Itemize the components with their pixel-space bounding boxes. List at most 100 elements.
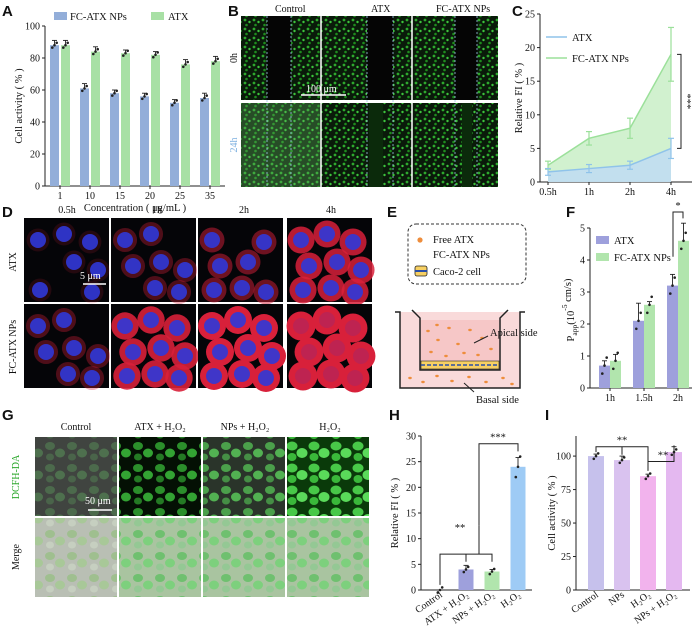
panel-h-point — [464, 568, 468, 571]
panel-i-point — [674, 448, 678, 451]
panel-d-nucleus — [30, 232, 46, 248]
panel-f-bar — [644, 304, 655, 388]
panel-h-point — [518, 455, 522, 458]
panel-a-point — [113, 91, 116, 95]
panel-c-line — [547, 147, 672, 173]
panel-g-merge-nps — [203, 518, 285, 597]
panel-d-nucleus — [117, 318, 133, 334]
panel-h-point — [462, 570, 466, 574]
panel-i-y-tick-label: 75 — [561, 485, 571, 496]
panel-f-bar — [610, 360, 621, 388]
panel-e-particle — [462, 351, 466, 355]
panel-a-y-tick-label: 20 — [30, 150, 40, 161]
panel-f-significance-bracket — [672, 211, 684, 257]
panel-a-bar — [140, 96, 149, 186]
panel-e-particle — [436, 338, 440, 342]
panel-a-point — [115, 89, 118, 93]
panel-d-nucleus — [32, 282, 48, 298]
panel-d-nucleus — [90, 348, 106, 364]
panel-d-nucleus — [258, 284, 274, 300]
panel-f-point — [671, 284, 674, 287]
panel-b-col-atx: ATX — [371, 4, 391, 15]
panel-c-y-tick-label: 20 — [525, 43, 535, 54]
panel-a-bar — [200, 98, 209, 186]
panel-a: A 0 20 40 60 80 100 1 10 15 20 25 35 Concentration (… — [2, 3, 225, 214]
panel-d-nucleus — [56, 226, 72, 242]
panel-h-bracket-high — [478, 443, 519, 526]
panel-c-x-tick-label: 1h — [584, 187, 594, 198]
panel-b-control-24h-overlay — [241, 103, 321, 187]
panel-b-row-label-24h: 24h — [229, 138, 240, 153]
panel-d-nucleus — [347, 370, 363, 386]
panel-d-nucleus — [240, 340, 256, 356]
panel-d-cell — [338, 313, 368, 343]
panel-a-bar — [110, 93, 119, 186]
panel-f-point — [673, 276, 676, 279]
panel-e-particle — [426, 329, 430, 333]
panel-g-dd-control — [35, 437, 117, 516]
panel-i-point — [644, 477, 648, 481]
panel-i-significance: ** — [658, 450, 669, 461]
panel-f-point — [680, 247, 683, 251]
panel-b-gap-nps-0h — [455, 16, 477, 100]
panel-a-point — [111, 94, 114, 97]
panel-e-legend-box — [407, 223, 527, 285]
panel-a-point — [175, 99, 178, 102]
panel-h-bar — [484, 571, 500, 590]
panel-c-x-tick-label: 2h — [625, 187, 635, 198]
panel-f-x-tick-label: 1h — [605, 393, 615, 404]
panel-a-x-tick-label: 35 — [205, 191, 215, 202]
panel-c-area — [548, 54, 671, 182]
panel-g: G Control ATX + H₂O₂ NPs + H₂O₂ H₂O₂ DCF… — [2, 407, 369, 597]
panel-d-nucleus — [147, 366, 163, 382]
panel-a-bar — [61, 45, 70, 187]
panel-d: D 0.5h 1h 2h 4h ATX FC-ATX NPs 5 μm — [2, 204, 376, 393]
panel-a-point — [201, 99, 204, 102]
panel-a-x-tick-label: 10 — [85, 191, 95, 202]
panel-d-nucleus — [153, 254, 169, 270]
panel-e-outer-well — [395, 311, 525, 389]
panel-c-y-tick-label: 25 — [525, 10, 535, 21]
panel-a-bar — [50, 45, 59, 187]
panel-f-y-tick-label: 5 — [580, 224, 585, 235]
panel-f-legend-swatch — [596, 236, 609, 244]
panel-g-row-label-merge: Merge — [11, 543, 22, 569]
panel-e-particle — [467, 375, 471, 379]
panel-i-bracket-right — [648, 445, 675, 462]
panel-f-point — [614, 359, 617, 363]
panel-f-y-label-part: (10 — [566, 311, 577, 325]
panel-d-cell — [322, 333, 352, 363]
panel-d-nucleus — [204, 232, 220, 248]
panel-b-gap-atx-0h — [367, 16, 393, 100]
panel-e-basal-label: Basal side — [476, 395, 519, 406]
panel-h-bar — [510, 466, 526, 590]
panel-f-y-label: Papp(10-5 cm/s) — [560, 278, 579, 341]
panel-f-point — [646, 311, 649, 315]
panel-d-nucleus — [329, 340, 345, 356]
panel-g-col-control: Control — [61, 422, 92, 433]
panel-f-bar — [599, 365, 610, 388]
panel-f-point — [682, 239, 685, 243]
panel-i-significance: ** — [617, 436, 628, 447]
panel-f-point — [601, 372, 604, 375]
panel-a-point — [173, 101, 176, 105]
panel-h-y-tick-label: 20 — [406, 483, 416, 494]
panel-e-letter: E — [387, 204, 397, 221]
panel-b-row-label-0h: 0h — [229, 53, 240, 63]
panel-a-point — [212, 62, 215, 65]
panel-d-nucleus — [353, 348, 369, 364]
panel-d-nucleus — [301, 344, 317, 360]
panel-a-point — [124, 51, 127, 55]
panel-d-nucleus — [319, 312, 335, 328]
panel-f-point — [648, 303, 651, 307]
panel-c-letter: C — [512, 3, 523, 20]
panel-i-x-tick-label: Control — [569, 589, 601, 616]
panel-i-point — [618, 461, 622, 465]
panel-e-legend-cell: Caco-2 cell — [433, 267, 481, 278]
panel-a-point — [53, 43, 56, 47]
panel-e-particle — [484, 380, 488, 384]
panel-g-letter: G — [2, 407, 14, 424]
panel-d-nucleus — [143, 226, 159, 242]
